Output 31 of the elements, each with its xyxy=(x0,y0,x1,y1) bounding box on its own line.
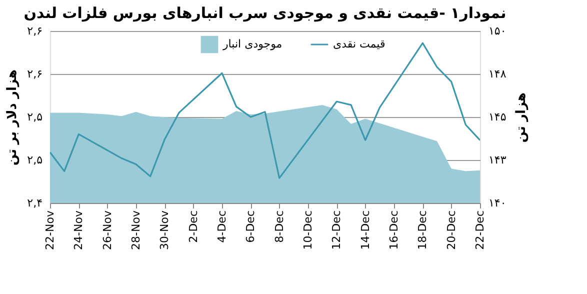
y-tick-label: ۲,۵ xyxy=(27,154,43,166)
x-tick-label: 16-Dec xyxy=(388,210,400,250)
x-tick-label: 22-Dec xyxy=(474,210,486,250)
x-tick-label: 28-Nov xyxy=(130,210,142,250)
x-tick-label: 8-Dec xyxy=(272,210,286,243)
y2-tick-label: ۱۴۵ xyxy=(488,110,506,124)
x-tick-label: 12-Dec xyxy=(330,210,344,250)
y-tick-label: ۲,۴ xyxy=(27,196,43,210)
x-tick-label: 2-Dec xyxy=(186,210,200,243)
legend-label: موجودی انبار xyxy=(222,38,282,50)
x-tick-label: 26-Nov xyxy=(100,210,114,250)
legend-label: قیمت نقدی xyxy=(333,38,386,50)
x-tick-label: 4-Dec xyxy=(216,210,228,243)
x-tick-label: 24-Nov xyxy=(72,210,86,250)
y2-tick-label: ۱۴۰ xyxy=(488,196,506,210)
y2-tick-label: ۱۴۳ xyxy=(488,154,506,166)
y-tick-label: ۲,۵ xyxy=(27,110,43,124)
x-tick-label: 22-Nov xyxy=(44,210,56,250)
x-tick-label: 6-Dec xyxy=(244,210,258,243)
y-tick-label: ۲,۶ xyxy=(27,24,42,38)
chart-title: نمودار۱ -قیمت نقدی و موجودی سرب انبارهای بورس فلزات لندن xyxy=(24,4,506,22)
y-tick-label: ۲,۶ xyxy=(27,68,42,80)
x-tick-label: 14-Dec xyxy=(358,210,372,250)
x-tick-label: 18-Dec xyxy=(416,210,430,250)
x-tick-label: 20-Dec xyxy=(444,210,458,250)
y-axis-title: هزار دلار بر تن xyxy=(5,69,20,166)
x-tick-label: 10-Dec xyxy=(302,210,314,250)
y2-tick-label: ۱۵۰ xyxy=(488,24,506,38)
x-tick-label: 30-Nov xyxy=(158,210,172,250)
y2-axis-title: هزار تن xyxy=(514,92,530,143)
y2-tick-label: ۱۴۸ xyxy=(488,68,506,80)
